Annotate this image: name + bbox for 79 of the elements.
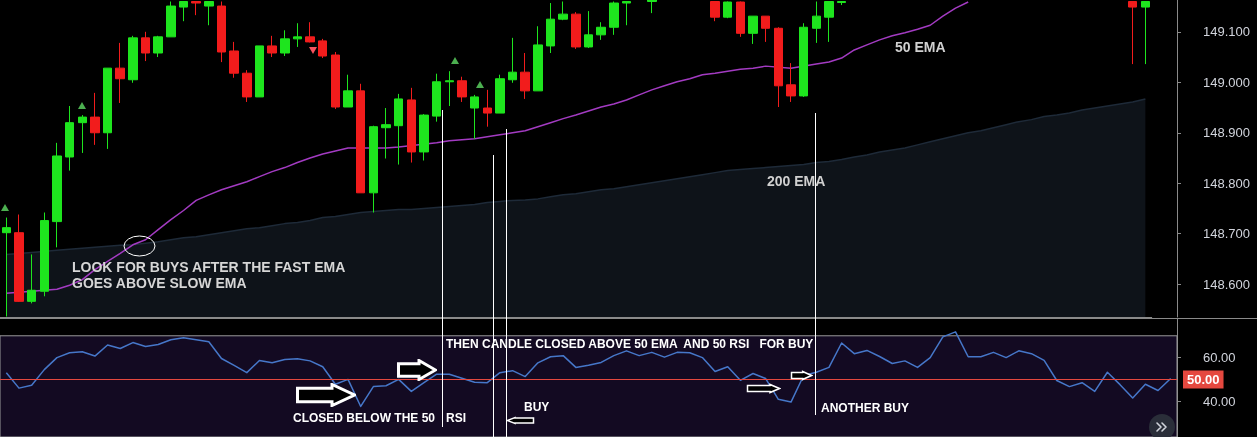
y-tick-label: 148.800 — [1203, 175, 1250, 191]
candlestick — [508, 37, 517, 84]
candlestick — [495, 74, 505, 114]
candlestick — [179, 1, 188, 22]
y-tick-label: 149.100 — [1203, 24, 1250, 40]
y-tick-label: 148.700 — [1203, 226, 1250, 242]
candlestick — [27, 253, 36, 304]
annotation: RSI — [446, 410, 467, 426]
candlestick — [824, 1, 834, 43]
candlestick — [280, 29, 290, 57]
candlestick — [356, 83, 365, 194]
candlestick — [40, 212, 49, 297]
candlestick — [204, 1, 214, 26]
ref-line-label: 50.00 — [1187, 371, 1220, 387]
candlestick — [1128, 1, 1137, 65]
candlestick — [470, 94, 479, 140]
candlestick — [596, 21, 606, 41]
candlestick — [786, 62, 796, 103]
candlestick — [748, 15, 758, 45]
candlestick — [837, 1, 846, 6]
y-tick-label: 148.600 — [1203, 276, 1250, 292]
candlestick — [736, 1, 745, 38]
candlestick — [14, 214, 24, 303]
candlestick — [217, 1, 226, 63]
candlestick — [78, 114, 87, 154]
candlestick — [812, 1, 821, 44]
candlestick — [141, 31, 150, 62]
candlestick — [191, 1, 201, 16]
candlestick — [267, 35, 277, 58]
candlestick — [381, 107, 391, 159]
candlestick — [445, 70, 454, 107]
candlestick — [558, 1, 568, 21]
candlestick — [546, 2, 555, 54]
candlestick — [432, 73, 441, 123]
candlestick — [2, 217, 11, 317]
candlestick — [609, 1, 619, 36]
annotation: ANOTHER BUY — [821, 400, 910, 416]
y-tick-label: 148.900 — [1203, 125, 1250, 141]
candlestick — [229, 41, 239, 79]
line-series — [5, 1, 969, 295]
candlestick — [394, 93, 403, 166]
candlestick — [520, 52, 530, 100]
annotation: CLOSED BELOW THE 50 — [293, 410, 436, 426]
candlestick — [533, 25, 543, 92]
candlestick — [242, 69, 252, 103]
candlestick — [166, 1, 176, 38]
y-tick-label: 60.00 — [1203, 350, 1236, 366]
candlestick — [710, 1, 720, 22]
series-label: 50 EMA — [895, 39, 946, 55]
candlestick — [305, 21, 315, 43]
candlestick — [331, 51, 340, 110]
candlestick — [255, 45, 264, 98]
candlestick — [774, 26, 783, 108]
candlestick — [153, 35, 163, 58]
y-tick-label: 40.00 — [1203, 393, 1236, 409]
candlestick — [622, 1, 631, 26]
candlestick — [1141, 1, 1150, 65]
candlestick — [457, 76, 467, 103]
candlestick — [761, 15, 770, 43]
candlestick — [647, 0, 657, 14]
candlestick — [128, 35, 138, 84]
candlestick — [799, 22, 808, 98]
candlestick — [419, 113, 429, 162]
candlestick — [407, 87, 416, 164]
candlestick — [571, 11, 581, 50]
candlestick — [293, 22, 302, 48]
candlestick — [483, 89, 492, 128]
y-tick-label: 149.000 — [1203, 74, 1250, 90]
candlestick — [318, 38, 327, 59]
candlestick — [343, 74, 353, 108]
annotation: BUY — [524, 399, 550, 415]
candlestick — [65, 105, 74, 172]
candlestick — [103, 67, 112, 150]
candlestick — [369, 125, 378, 214]
candlestick — [52, 142, 62, 248]
candlestick — [584, 10, 593, 49]
candlestick — [115, 42, 125, 104]
candlestick — [90, 92, 100, 146]
candlestick — [723, 1, 732, 19]
